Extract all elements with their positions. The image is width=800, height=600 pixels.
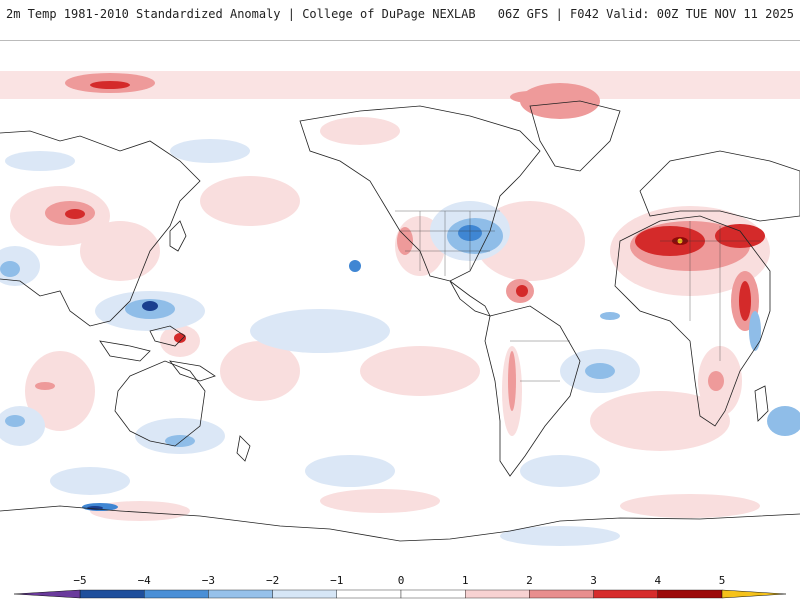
colorbar-block (400, 589, 466, 599)
colorbar-block (272, 589, 338, 599)
coastlines (0, 100, 800, 542)
colorbar-tick-label: 1 (462, 574, 469, 587)
anomaly-map (0, 40, 800, 561)
colorbar-block (593, 589, 658, 599)
colorbar-tick-label: 0 (398, 574, 405, 587)
colorbar-tick-label: −4 (138, 574, 152, 587)
colorbar-tick-label: −3 (202, 574, 215, 587)
colorbar-block (79, 589, 145, 599)
colorbar-svg: −5 −4 −3 −2 −1 0 1 2 3 4 5 (13, 574, 787, 599)
colorbar-blocks (79, 589, 723, 599)
colorbar: −5 −4 −3 −2 −1 0 1 2 3 4 5 (0, 566, 800, 600)
colorbar-block (465, 589, 530, 599)
colorbar-tick-label: 5 (719, 574, 726, 587)
colorbar-tick-label: 3 (590, 574, 597, 587)
political-boundaries (395, 210, 760, 382)
colorbar-low-arrow (13, 589, 81, 599)
colorbar-tick-label: 4 (654, 574, 661, 587)
map-title: 2m Temp 1981-2010 Standardized Anomaly |… (6, 7, 476, 21)
header-bar: 2m Temp 1981-2010 Standardized Anomaly |… (0, 0, 800, 40)
colorbar-block (529, 589, 594, 599)
colorbar-tick-label: 2 (526, 574, 533, 587)
anomaly-fill-cool (0, 139, 800, 546)
anomaly-fill-arctic (0, 71, 800, 119)
colorbar-high-arrow (721, 589, 787, 599)
colorbar-tick-label: −2 (266, 574, 279, 587)
colorbar-block (657, 589, 723, 599)
run-info: 06Z GFS | F042 Valid: 00Z TUE NOV 11 202… (497, 7, 794, 21)
colorbar-tick-labels: −5 −4 −3 −2 −1 0 1 2 3 4 5 (73, 574, 725, 587)
colorbar-tick-label: −5 (73, 574, 86, 587)
map-canvas (0, 41, 800, 561)
colorbar-block (143, 589, 209, 599)
colorbar-tick-label: −1 (330, 574, 343, 587)
colorbar-block (208, 589, 273, 599)
colorbar-block (336, 589, 402, 599)
